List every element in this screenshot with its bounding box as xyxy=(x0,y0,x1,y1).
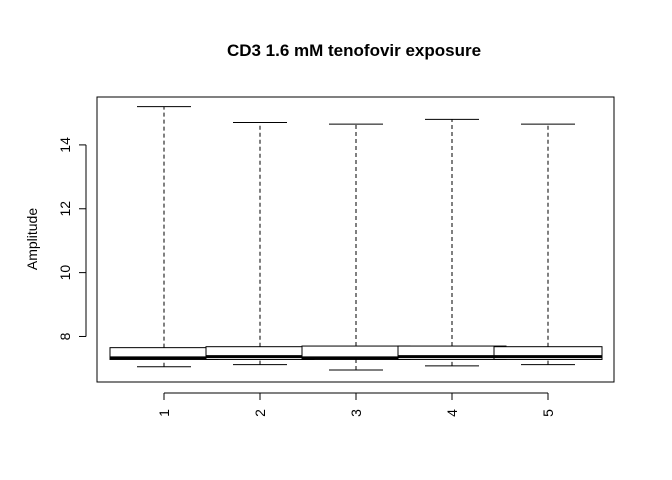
x-tick-label: 3 xyxy=(348,409,364,417)
x-tick-label: 5 xyxy=(540,409,556,417)
y-tick-label: 12 xyxy=(57,201,73,217)
box-2 xyxy=(205,122,315,366)
y-tick-label: 14 xyxy=(57,137,73,153)
x-tick-label: 4 xyxy=(444,409,460,417)
y-tick-label: 8 xyxy=(57,332,73,340)
y-axis-label: Amplitude xyxy=(24,208,40,270)
boxes-group xyxy=(109,106,603,371)
y-tick-label: 10 xyxy=(57,265,73,281)
x-axis: 1 2 3 4 5 xyxy=(156,392,556,417)
plot-frame xyxy=(96,96,615,383)
x-tick-label: 1 xyxy=(156,409,172,417)
y-axis: 8 10 12 14 xyxy=(57,137,87,340)
box-5 xyxy=(493,123,603,366)
box-3 xyxy=(301,123,411,371)
box-1 xyxy=(109,106,219,368)
chart-title: CD3 1.6 mM tenofovir exposure xyxy=(227,41,481,60)
box-4 xyxy=(397,118,507,367)
x-tick-label: 2 xyxy=(252,409,268,417)
